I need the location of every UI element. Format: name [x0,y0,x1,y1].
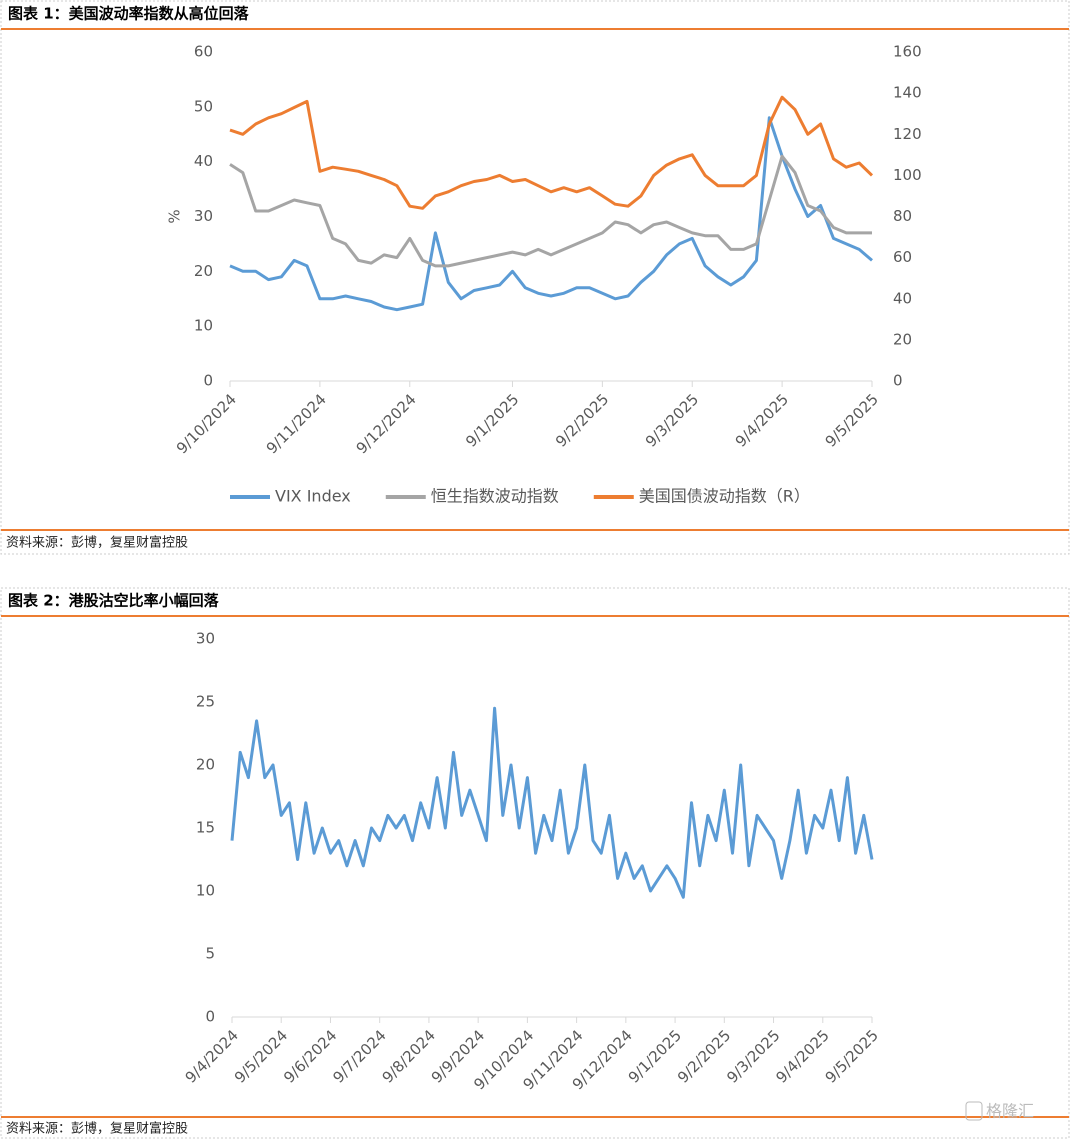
series-line [230,706,874,899]
y2-tick-label: 20 [893,330,912,348]
y-tick-label: 50 [194,97,213,115]
source: 资料来源：彭博，复星财富控股 [6,1121,188,1137]
watermark: 格隆汇 [986,1102,1034,1121]
y2-tick-label: 0 [893,372,903,390]
chart-title: 图表 2：港股沽空比率小幅回落 [8,592,220,610]
legend-label: VIX Index [275,487,351,506]
y2-tick-label: 160 [893,43,922,61]
source: 资料来源：彭博，复星财富控股 [6,535,188,551]
chart-title: 图表 1：美国波动率指数从高位回落 [8,5,250,23]
x-tick-label: 9/10/2024 [173,390,240,457]
x-tick-label: 9/5/2025 [822,1026,882,1086]
x-tick-label: 9/5/2024 [231,1026,291,1086]
y-tick-label: 20 [194,262,213,280]
y-axis-label: % [166,209,184,223]
y-tick-label: 40 [194,152,213,170]
x-tick-label: 9/5/2025 [822,390,882,450]
x-tick-label: 9/8/2024 [379,1026,439,1086]
y2-tick-label: 40 [893,289,912,307]
x-tick-label: 9/6/2024 [280,1026,340,1086]
y2-tick-label: 100 [893,166,922,184]
x-tick-label: 9/4/2025 [772,1026,832,1086]
x-tick-label: 9/11/2024 [263,390,330,457]
legend-label: 美国国债波动指数（R） [639,487,810,506]
logo [965,1101,983,1121]
y2-tick-label: 60 [893,248,912,266]
y-tick-label: 5 [205,945,215,963]
x-tick-label: 9/4/2024 [182,1026,242,1086]
y2-tick-label: 140 [893,84,922,102]
x-tick-label: 9/3/2025 [642,390,702,450]
x-tick-label: 9/12/2024 [353,390,420,457]
x-tick-label: 9/2/2025 [552,390,612,450]
y-tick-label: 20 [196,756,215,774]
y-tick-label: 60 [194,43,213,61]
y-tick-label: 25 [196,693,215,711]
x-tick-label: 9/7/2024 [329,1026,389,1086]
y2-tick-label: 80 [893,207,912,225]
series-line [229,116,873,312]
y-tick-label: 0 [205,1008,215,1026]
y-tick-label: 0 [203,372,213,390]
x-tick-label: 9/3/2025 [723,1026,783,1086]
x-tick-label: 9/2/2025 [674,1026,734,1086]
x-tick-label: 9/4/2025 [732,390,792,450]
y2-tick-label: 120 [893,125,922,143]
x-tick-label: 9/1/2025 [462,390,522,450]
x-tick-label: 9/1/2025 [625,1026,685,1086]
y-tick-label: 15 [196,819,215,837]
legend-label: 恒生指数波动指数 [431,487,559,506]
y-tick-label: 30 [196,630,215,648]
y-tick-label: 10 [194,317,213,335]
y-tick-label: 30 [194,207,213,225]
series-line [229,154,872,268]
frame [0,587,1070,1139]
y-tick-label: 10 [196,882,215,900]
series-line [229,95,874,210]
frame [0,0,1070,555]
